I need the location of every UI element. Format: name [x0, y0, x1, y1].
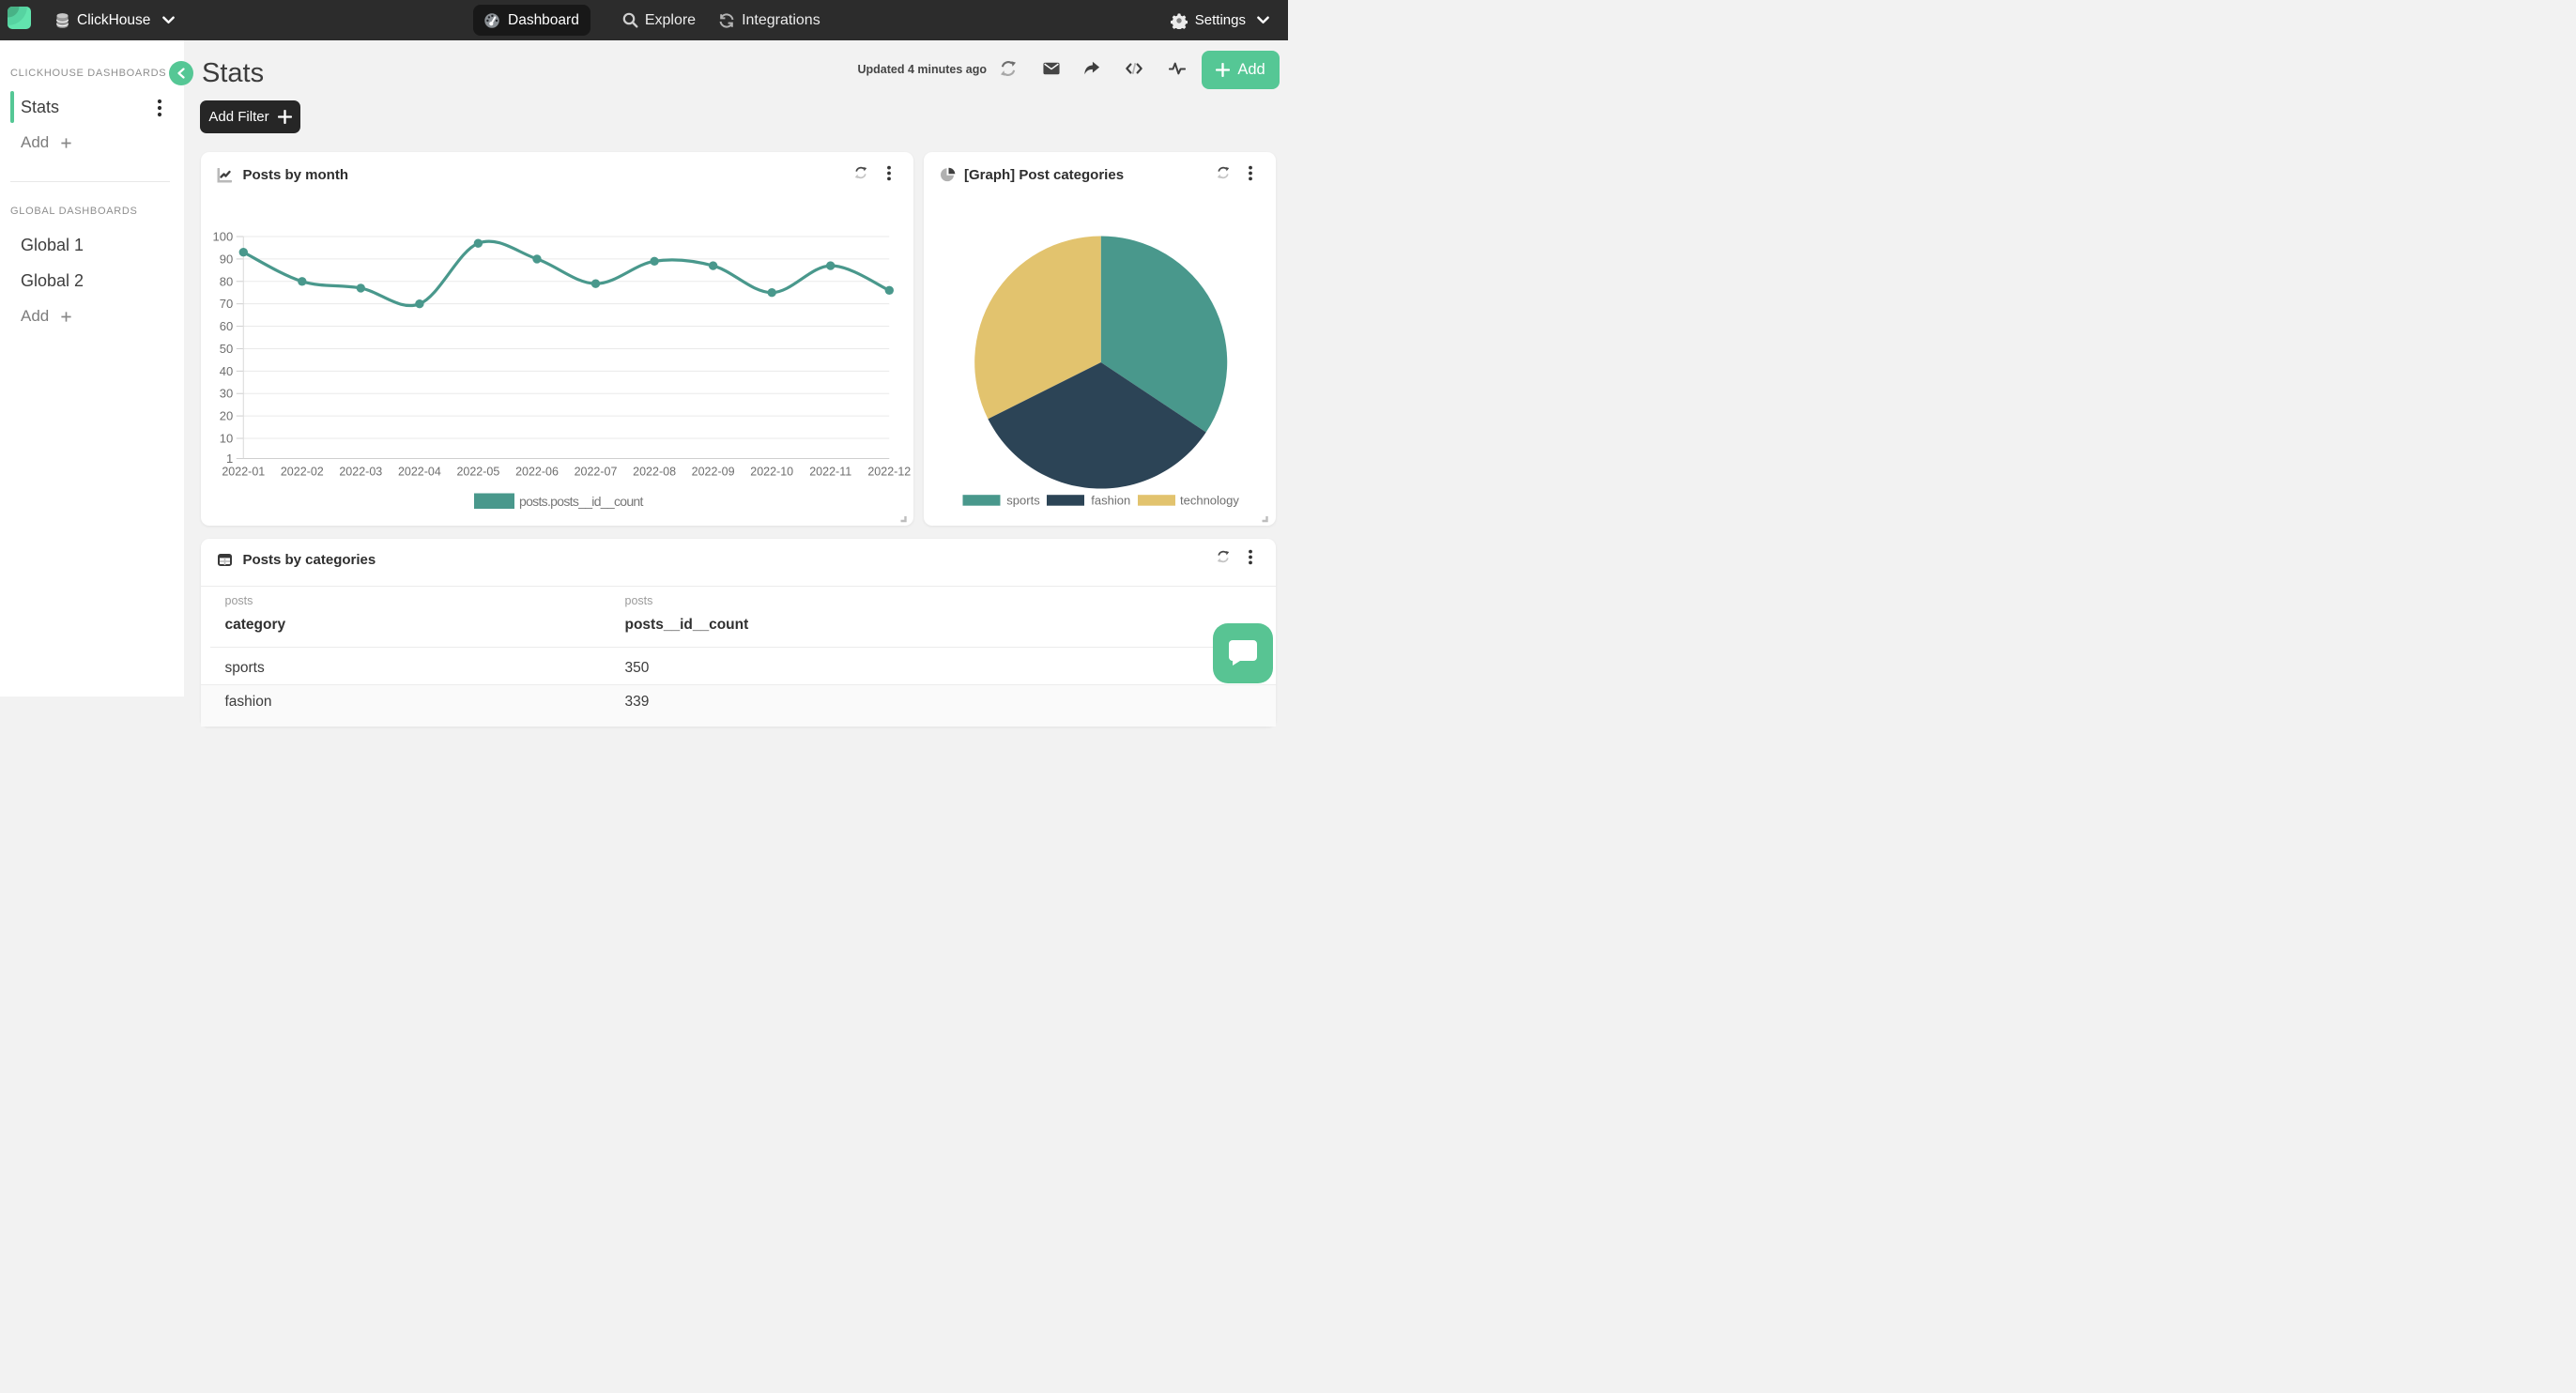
svg-text:2022-05: 2022-05 — [456, 465, 499, 478]
svg-text:2022-01: 2022-01 — [222, 465, 265, 478]
svg-text:2022-12: 2022-12 — [867, 465, 911, 478]
svg-text:2022-06: 2022-06 — [515, 465, 559, 478]
svg-text:20: 20 — [219, 408, 232, 422]
svg-text:40: 40 — [219, 363, 232, 377]
svg-text:80: 80 — [219, 274, 232, 288]
svg-text:1: 1 — [226, 452, 233, 466]
svg-text:2022-03: 2022-03 — [339, 465, 382, 478]
svg-text:90: 90 — [219, 252, 232, 266]
svg-text:technology: technology — [1180, 493, 1239, 507]
svg-text:fashion: fashion — [1091, 493, 1130, 507]
svg-text:50: 50 — [219, 341, 232, 355]
svg-text:70: 70 — [219, 297, 232, 311]
svg-text:10: 10 — [219, 431, 232, 445]
svg-text:2022-08: 2022-08 — [633, 465, 676, 478]
svg-text:2022-10: 2022-10 — [750, 465, 793, 478]
svg-text:100: 100 — [212, 229, 233, 243]
svg-text:2022-07: 2022-07 — [574, 465, 617, 478]
svg-text:60: 60 — [219, 319, 232, 333]
svg-text:2022-09: 2022-09 — [691, 465, 734, 478]
svg-text:posts.posts__id__count: posts.posts__id__count — [519, 494, 644, 509]
svg-text:30: 30 — [219, 386, 232, 400]
svg-text:2022-11: 2022-11 — [809, 465, 851, 478]
svg-text:sports: sports — [1006, 493, 1040, 507]
svg-text:2022-04: 2022-04 — [397, 465, 440, 478]
svg-text:2022-02: 2022-02 — [280, 465, 323, 478]
